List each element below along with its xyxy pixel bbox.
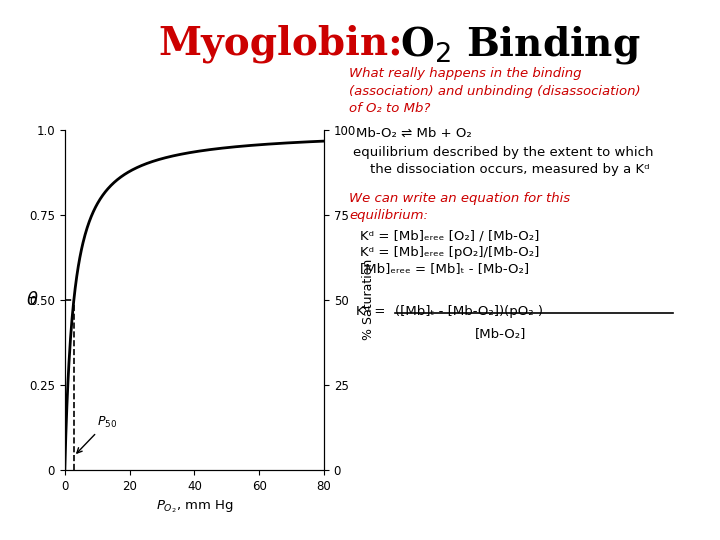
Text: Kᵈ =: Kᵈ =: [356, 305, 390, 318]
Text: Mb-O₂ ⇌ Mb + O₂: Mb-O₂ ⇌ Mb + O₂: [356, 127, 472, 140]
Y-axis label: % Saturation: % Saturation: [361, 259, 374, 340]
X-axis label: $P_{O_2}$, mm Hg: $P_{O_2}$, mm Hg: [156, 498, 233, 515]
Text: [Mb-O₂]: [Mb-O₂]: [474, 327, 526, 340]
Text: Kᵈ = [Mb]ₑᵣₑₑ [pO₂]/[Mb-O₂]: Kᵈ = [Mb]ₑᵣₑₑ [pO₂]/[Mb-O₂]: [360, 246, 539, 259]
Text: equilibrium described by the extent to which
    the dissociation occurs, measur: equilibrium described by the extent to w…: [353, 146, 653, 176]
Text: What really happens in the binding
(association) and unbinding (disassociation)
: What really happens in the binding (asso…: [349, 68, 641, 114]
Text: We can write an equation for this
equilibrium:: We can write an equation for this equili…: [349, 192, 570, 222]
Text: [Mb]ₑᵣₑₑ = [Mb]ₜ - [Mb-O₂]: [Mb]ₑᵣₑₑ = [Mb]ₜ - [Mb-O₂]: [360, 262, 529, 275]
Text: O$_2$ Binding: O$_2$ Binding: [400, 24, 640, 66]
Text: $\theta$: $\theta$: [26, 291, 39, 309]
Text: ([Mb]ₜ - [Mb-O₂])(pO₂ ): ([Mb]ₜ - [Mb-O₂])(pO₂ ): [395, 305, 543, 318]
Text: Kᵈ = [Mb]ₑᵣₑₑ [O₂] / [Mb-O₂]: Kᵈ = [Mb]ₑᵣₑₑ [O₂] / [Mb-O₂]: [360, 230, 539, 242]
Text: $P_{50}$: $P_{50}$: [77, 415, 117, 453]
Text: Myoglobin:: Myoglobin:: [158, 24, 403, 63]
